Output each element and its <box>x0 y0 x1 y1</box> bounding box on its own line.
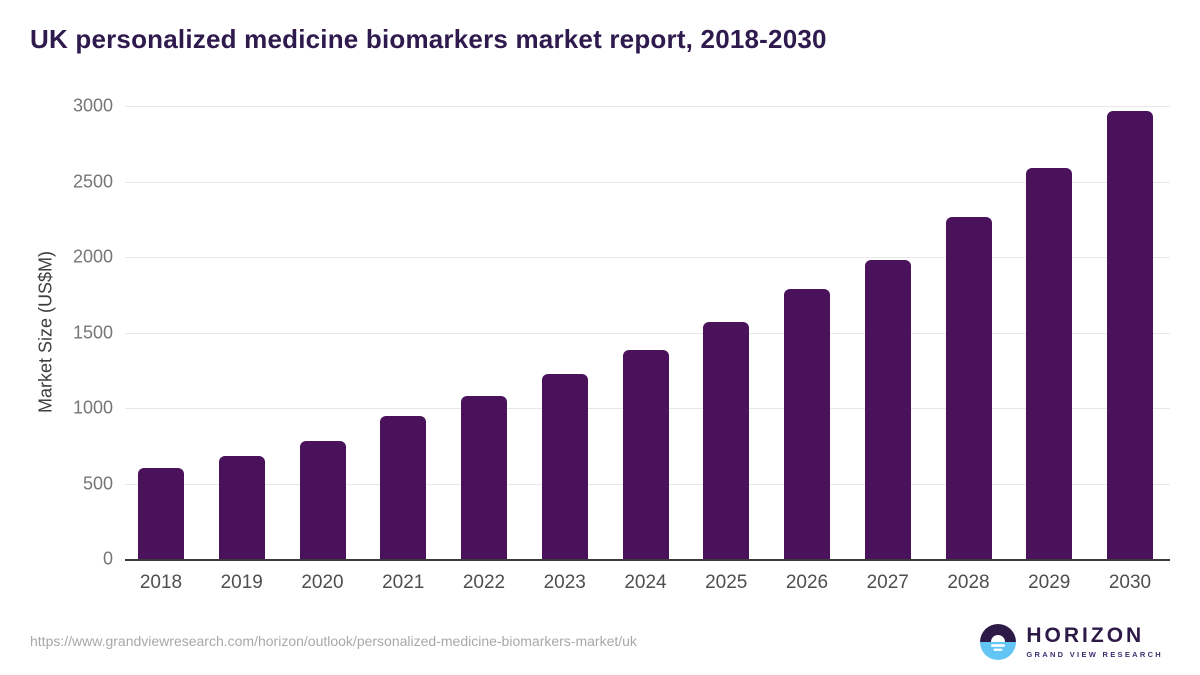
bar-2018 <box>138 467 184 559</box>
y-tick-label-0: 0 <box>102 548 113 569</box>
y-axis-title: Market Size (US$M) <box>35 250 56 414</box>
gridline-2500 <box>125 181 1170 183</box>
bar-chart-plot-area: 0 500 1000 1500 2000 2500 3000 2018 2019 2020 2021… <box>73 96 1170 593</box>
bar-2025 <box>703 321 750 559</box>
y-tick-label-1500: 1500 <box>72 322 113 342</box>
x-tick-label-2018: 2018 <box>139 572 183 593</box>
horizon-logo-icon <box>980 624 1017 660</box>
x-tick-label-2023: 2023 <box>543 572 586 593</box>
x-tick-label-2020: 2020 <box>301 572 344 593</box>
y-tick-label-500: 500 <box>82 473 113 493</box>
bar-2022 <box>461 395 507 559</box>
logo-subtitle: GRAND VIEW RESEARCH <box>1026 649 1163 659</box>
y-tick-label-3000: 3000 <box>72 95 113 116</box>
horizon-logo: HORIZON GRAND VIEW RESEARCH <box>980 624 1163 660</box>
x-tick-label-2026: 2026 <box>785 572 829 593</box>
bar-2024 <box>622 349 669 559</box>
logo-wordmark: HORIZON <box>1026 624 1145 648</box>
bar-2027 <box>864 260 911 559</box>
x-tick-label-2022: 2022 <box>462 572 506 593</box>
bar-2029 <box>1026 167 1073 559</box>
bar-2026 <box>784 288 830 559</box>
x-tick-label-2029: 2029 <box>1028 572 1071 593</box>
x-tick-label-2024: 2024 <box>624 572 667 593</box>
bar-2030 <box>1107 111 1153 559</box>
bar-2019 <box>218 455 265 559</box>
x-tick-label-2019: 2019 <box>220 572 263 593</box>
y-tick-label-2500: 2500 <box>72 171 113 191</box>
y-tick-label-2000: 2000 <box>72 246 113 267</box>
gridline-2000 <box>125 257 1170 258</box>
source-url: https://www.grandviewresearch.com/horizo… <box>30 633 637 649</box>
bar-2020 <box>299 441 346 559</box>
page-title: UK personalized medicine biomarkers mark… <box>30 24 827 54</box>
gridline-3000 <box>125 106 1170 107</box>
y-tick-label-1000: 1000 <box>72 397 113 418</box>
bar-2021 <box>380 415 427 559</box>
gridline-1500 <box>125 332 1170 334</box>
bar-2023 <box>541 374 588 559</box>
x-tick-label-2030: 2030 <box>1108 572 1152 593</box>
x-tick-label-2025: 2025 <box>705 572 748 593</box>
x-tick-label-2021: 2021 <box>382 572 425 593</box>
x-tick-label-2027: 2027 <box>866 572 909 593</box>
logo-text: HORIZON GRAND VIEW RESEARCH <box>1026 624 1163 659</box>
bar-2028 <box>945 217 992 559</box>
x-tick-label-2028: 2028 <box>947 572 990 593</box>
